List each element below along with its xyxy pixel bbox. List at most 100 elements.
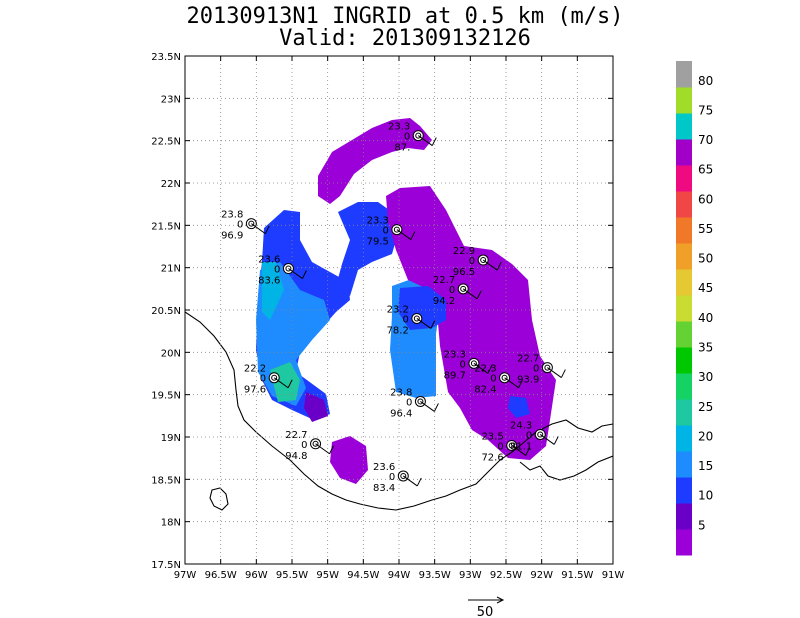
colorbar-label: 70 [698, 133, 713, 147]
lon-tick-label: 91.5W [561, 570, 593, 581]
station-pressure: 94.8 [285, 451, 307, 462]
plot-frame [184, 55, 614, 565]
colorbar-segment [676, 295, 692, 322]
station-marker-inner [285, 265, 292, 272]
lat-tick-label: 17.5N [151, 560, 181, 571]
lon-tick-label: 94W [388, 570, 411, 581]
station-temp: 22.7 [433, 275, 455, 286]
station-pressure: 87. [394, 143, 410, 154]
lon-tick-label: 96W [245, 570, 268, 581]
colorbar-segment [676, 503, 692, 530]
lat-tick-label: 22N [161, 179, 181, 190]
lon-tick-label: 96.5W [205, 570, 237, 581]
station-pressure: 82.4 [474, 385, 496, 396]
station-temp: 22.9 [453, 246, 475, 257]
station-temp: 22.3 [474, 364, 496, 375]
coastline-island [209, 487, 229, 511]
wind-barb [511, 445, 526, 456]
wind-barb-flag [487, 365, 493, 374]
colorbar-segment [676, 165, 692, 192]
map-subtitle: Valid: 201309132126 [279, 26, 531, 51]
station-temp: 23.8 [390, 387, 412, 398]
colorbar-segment [676, 139, 692, 166]
station-temp: 22.7 [285, 430, 307, 441]
colorbar-segment [676, 269, 692, 296]
station-temp: 23.2 [387, 304, 409, 315]
lon-tick-label: 92.5W [490, 570, 522, 581]
lat-tick-label: 20N [161, 348, 181, 359]
swath-east-block [386, 186, 556, 460]
station-marker-inner [248, 220, 255, 227]
wind-barb-flag [431, 137, 437, 146]
wind-barb-flag [496, 261, 502, 271]
coastline-gulf [185, 311, 613, 511]
wind-barb [417, 135, 433, 146]
wind-barb-flag [525, 447, 531, 456]
map-title: 20130913N1 INGRID at 0.5 km (m/s) [186, 4, 624, 29]
station-pressure: 79.5 [367, 237, 389, 248]
station-value: 0 [404, 132, 410, 143]
station-marker-inner [480, 257, 487, 264]
wind-barb-flag [329, 445, 334, 454]
colorbar-segment [676, 243, 692, 270]
swath-north-arc [318, 118, 432, 204]
wind-barb [547, 367, 562, 378]
station-marker-inner [271, 374, 278, 381]
swath-west-purple [304, 392, 328, 422]
station-marker-inner [312, 440, 319, 447]
colorbar-segment [676, 425, 692, 452]
swath-south-patch [330, 436, 368, 484]
colorbar-label: 50 [698, 252, 713, 266]
wind-barb-flag [264, 225, 270, 234]
colorbar-segment [676, 321, 692, 348]
station-temp: 22.7 [517, 354, 539, 365]
lat-tick-label: 18N [161, 518, 181, 529]
colorbar-segment [676, 87, 692, 114]
colorbar-segment [676, 373, 692, 400]
wind-barb-flag [433, 403, 439, 412]
station-marker-inner [413, 315, 420, 322]
colorbar-segment [676, 477, 692, 504]
reference-vector-label: 50 [477, 605, 494, 618]
wind-barb [420, 401, 435, 412]
station-value: 0 [237, 220, 243, 231]
colorbar-label: 35 [698, 341, 713, 355]
station-value: 0 [301, 440, 307, 451]
station-marker-inner [537, 431, 544, 438]
colorbar-segment [676, 347, 692, 374]
wind-barb [482, 259, 498, 271]
station-value: 0 [274, 265, 280, 276]
station-value: 0 [389, 472, 395, 483]
station-value: 0 [260, 374, 266, 385]
station-pressure: 96.5 [453, 267, 475, 278]
station-marker-inner [400, 472, 407, 479]
lat-tick-label: 20.5N [151, 306, 181, 317]
colorbar-label: 65 [698, 163, 713, 177]
lon-tick-label: 92W [530, 570, 553, 581]
station-value: 0 [460, 359, 466, 370]
swath-east-blue-2 [508, 396, 530, 418]
colorbar-segment [676, 61, 692, 88]
colorbar-segment [676, 217, 692, 244]
wind-barb-flag [476, 290, 482, 300]
station-pressure: 83.6 [258, 276, 280, 287]
colorbar: 5 10 15 20 25 30 35 40 45 50 55 60 65 70 75 80 [676, 61, 713, 556]
station-marker-inner [470, 360, 477, 367]
station-temp: 23.3 [367, 216, 389, 227]
colorbar-label: 45 [698, 281, 713, 295]
colorbar-segment [676, 113, 692, 140]
lon-tick-label: 95.5W [276, 570, 308, 581]
colorbar-label: 30 [698, 370, 713, 384]
swath-west-teal [262, 262, 284, 320]
lat-tick-label: 18.5N [151, 475, 181, 486]
station-value: 0 [449, 285, 455, 296]
wind-barb [416, 318, 432, 329]
